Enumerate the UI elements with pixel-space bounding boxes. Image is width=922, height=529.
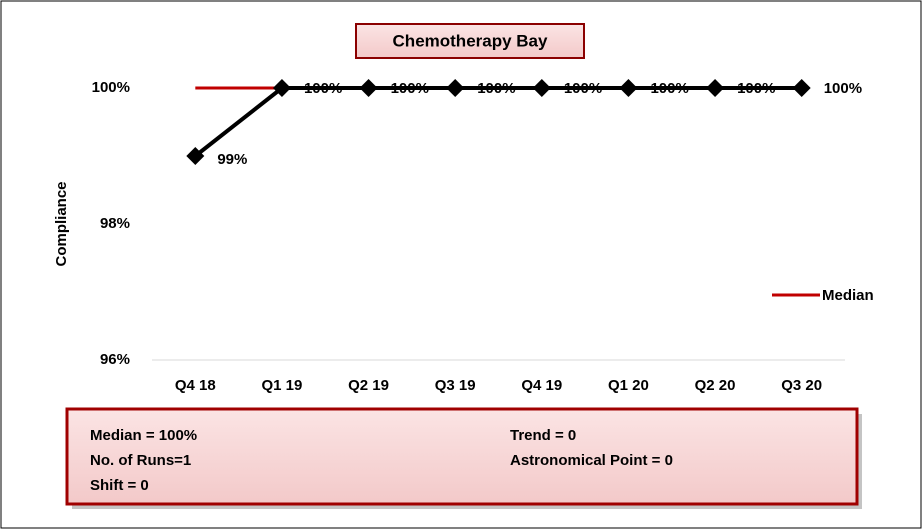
stats-text: No. of Runs=1 [90,452,191,469]
chart-title: Chemotherapy Bay [393,31,548,50]
x-tick-label: Q2 20 [695,377,736,394]
data-label: 100% [737,80,775,97]
data-label: 100% [650,80,688,97]
stats-text: Trend = 0 [510,427,576,444]
y-tick-label: 96% [100,351,130,368]
y-tick-label: 98% [100,215,130,232]
stats-text: Shift = 0 [90,477,149,494]
x-tick-label: Q1 20 [608,377,649,394]
data-label: 100% [304,80,342,97]
data-point [272,79,291,97]
x-tick-label: Q4 19 [521,377,562,394]
y-axis-label: Compliance [53,181,70,266]
data-point [619,79,638,97]
stats-text: Astronomical Point = 0 [510,452,673,469]
data-point [359,79,378,97]
x-tick-label: Q4 18 [175,377,216,394]
x-tick-label: Q3 20 [781,377,822,394]
data-label: 100% [391,80,429,97]
y-tick-label: 100% [92,79,130,96]
x-tick-label: Q3 19 [435,377,476,394]
data-label: 99% [217,151,247,168]
x-tick-label: Q1 19 [262,377,303,394]
title-box [355,23,585,59]
data-point [186,147,205,165]
x-tick-label: Q2 19 [348,377,389,394]
data-label: 100% [477,80,515,97]
stats-text: Median = 100% [90,427,197,444]
data-label: 100% [824,80,862,97]
data-line [194,86,802,158]
data-point [792,79,811,97]
data-label: 100% [564,80,602,97]
data-point [446,79,465,97]
legend-label: Median [822,287,874,304]
stats-box [65,407,859,506]
data-point [706,79,725,97]
data-point [532,79,551,97]
